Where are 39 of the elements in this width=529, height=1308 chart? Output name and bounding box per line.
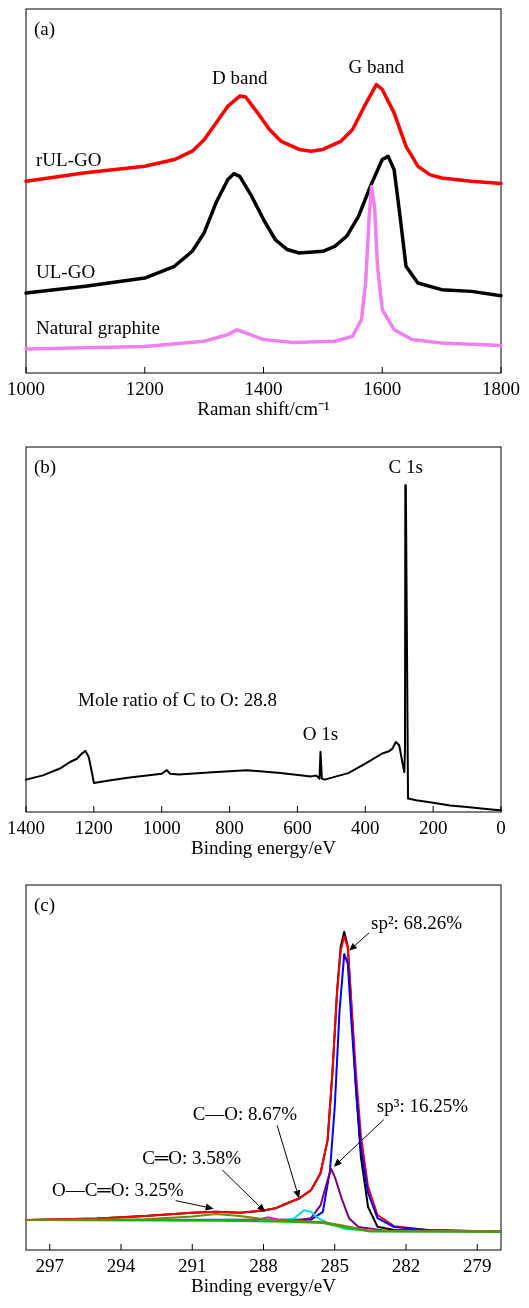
chart-title: (a) — [34, 18, 56, 40]
series-label: UL-GO — [36, 261, 96, 283]
x-tick-label: 0 — [496, 817, 506, 838]
series-label: rUL-GO — [36, 149, 102, 171]
annotation: Mole ratio of C to O: 28.8 — [78, 689, 277, 711]
x-axis-title: Binding evergy/eV — [191, 1275, 337, 1296]
annotation: sp²: 68.26% — [371, 911, 463, 933]
annotation: C═O: 3.58% — [142, 1146, 242, 1168]
chart-title: (c) — [34, 894, 56, 916]
x-tick-label: 1200 — [125, 378, 164, 399]
x-tick-label: 1800 — [482, 378, 520, 399]
x-tick-label: 288 — [249, 1255, 278, 1276]
x-tick-label: 600 — [283, 817, 312, 838]
x-tick-label: 279 — [463, 1255, 492, 1276]
x-tick-label: 1400 — [244, 378, 283, 399]
x-tick-label: 297 — [35, 1255, 64, 1276]
annotation: C—O: 8.67% — [192, 1103, 298, 1125]
x-tick-label: 800 — [215, 817, 244, 838]
annotation: O—C═O: 3.25% — [51, 1178, 184, 1200]
x-axis-title: Raman shift/cm⁻¹ — [197, 398, 331, 419]
chart-title: (b) — [34, 456, 57, 478]
x-tick-label: 1000 — [142, 817, 181, 838]
x-tick-label: 1000 — [7, 378, 45, 399]
x-axis-title: Binding energy/eV — [191, 837, 337, 858]
annotation: D band — [212, 67, 268, 89]
annotation: G band — [348, 55, 405, 77]
x-tick-label: 282 — [391, 1255, 421, 1276]
x-tick-label: 294 — [106, 1255, 136, 1276]
x-tick-label: 200 — [418, 817, 448, 838]
x-tick-label: 285 — [320, 1255, 349, 1276]
x-tick-label: 1600 — [363, 378, 402, 399]
annotation: O 1s — [302, 722, 339, 744]
x-tick-label: 400 — [351, 817, 380, 838]
annotation: sp³: 16.25% — [376, 1094, 469, 1116]
annotation: C 1s — [388, 456, 423, 478]
x-tick-label: 1200 — [74, 817, 113, 838]
series-label: Natural graphite — [36, 317, 160, 339]
x-tick-label: 1400 — [7, 817, 45, 838]
x-tick-label: 291 — [178, 1255, 207, 1276]
